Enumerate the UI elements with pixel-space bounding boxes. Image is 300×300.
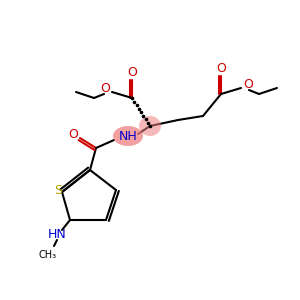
Text: O: O [127, 65, 137, 79]
Text: O: O [216, 61, 226, 74]
Text: O: O [243, 79, 253, 92]
Ellipse shape [139, 116, 161, 136]
Text: HN: HN [48, 227, 66, 241]
Text: O: O [68, 128, 78, 142]
Text: CH₃: CH₃ [39, 250, 57, 260]
Ellipse shape [113, 126, 143, 146]
Text: NH: NH [118, 130, 137, 142]
Text: O: O [100, 82, 110, 95]
Text: S: S [54, 184, 62, 197]
